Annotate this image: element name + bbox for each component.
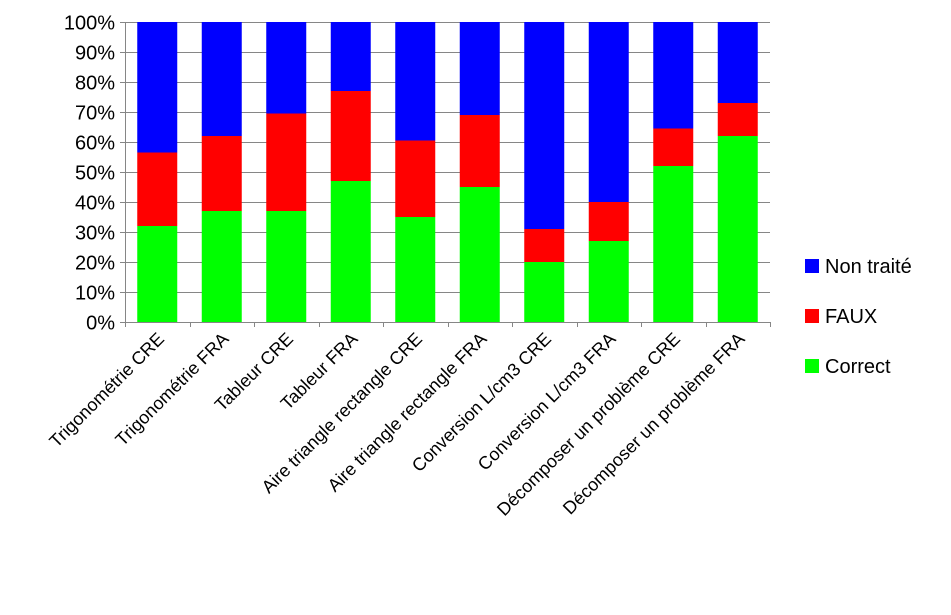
bar-segment-non-trait- — [137, 22, 178, 153]
bar-segment-faux — [201, 136, 242, 211]
y-tick-labels: 0% 10% 20% 30% 40% 50% 60% 70% 80% 90% 100% — [64, 13, 115, 335]
bar-segment-faux — [459, 115, 500, 187]
y-tick-label: 100% — [64, 13, 115, 35]
bar-segment-correct — [653, 166, 694, 322]
bar-segment-faux — [653, 128, 694, 166]
y-tick-label: 90% — [75, 43, 115, 65]
y-tick-label: 20% — [75, 253, 115, 275]
bar-segment-correct — [717, 136, 758, 322]
bar-segment-faux — [266, 113, 307, 211]
legend-swatch — [805, 309, 819, 323]
bar-segment-faux — [524, 229, 565, 262]
y-tick-label: 40% — [75, 193, 115, 215]
y-tick-label: 30% — [75, 223, 115, 245]
y-tick-label: 10% — [75, 283, 115, 305]
bar-segment-correct — [395, 217, 436, 322]
axes — [120, 22, 771, 327]
bar-segment-faux — [588, 202, 629, 241]
bar-segment-correct — [201, 211, 242, 322]
bar-segment-faux — [717, 103, 758, 136]
y-tick-label: 50% — [75, 163, 115, 185]
legend-swatch — [805, 359, 819, 373]
bar-segment-correct — [459, 187, 500, 322]
bar-segment-faux — [137, 152, 178, 226]
bar-segment-non-trait- — [201, 22, 242, 136]
legend-label: FAUX — [825, 306, 877, 328]
bar-segment-correct — [588, 241, 629, 322]
legend-label: Non traité — [825, 256, 912, 278]
bars — [137, 22, 758, 322]
bar-segment-non-trait- — [524, 22, 565, 229]
bar-segment-non-trait- — [717, 22, 758, 103]
legend-swatch — [805, 259, 819, 273]
bar-segment-correct — [137, 226, 178, 322]
bar-segment-non-trait- — [653, 22, 694, 129]
y-tick-label: 80% — [75, 73, 115, 95]
bar-segment-non-trait- — [588, 22, 629, 202]
bar-segment-non-trait- — [395, 22, 436, 141]
legend: Non traité FAUX Correct — [805, 256, 912, 378]
legend-label: Correct — [825, 356, 891, 378]
x-tick-label: Trigonométrie CRE — [45, 329, 168, 452]
bar-segment-correct — [266, 211, 307, 322]
y-tick-label: 0% — [86, 313, 115, 335]
bar-segment-correct — [524, 262, 565, 322]
bar-segment-correct — [330, 181, 371, 322]
bar-segment-non-trait- — [330, 22, 371, 91]
bar-segment-non-trait- — [459, 22, 500, 115]
bar-segment-faux — [395, 140, 436, 217]
y-tick-label: 60% — [75, 133, 115, 155]
x-tick-label: Trigonométrie FRA — [111, 329, 232, 450]
y-tick-label: 70% — [75, 103, 115, 125]
bar-segment-non-trait- — [266, 22, 307, 114]
bar-segment-faux — [330, 91, 371, 181]
